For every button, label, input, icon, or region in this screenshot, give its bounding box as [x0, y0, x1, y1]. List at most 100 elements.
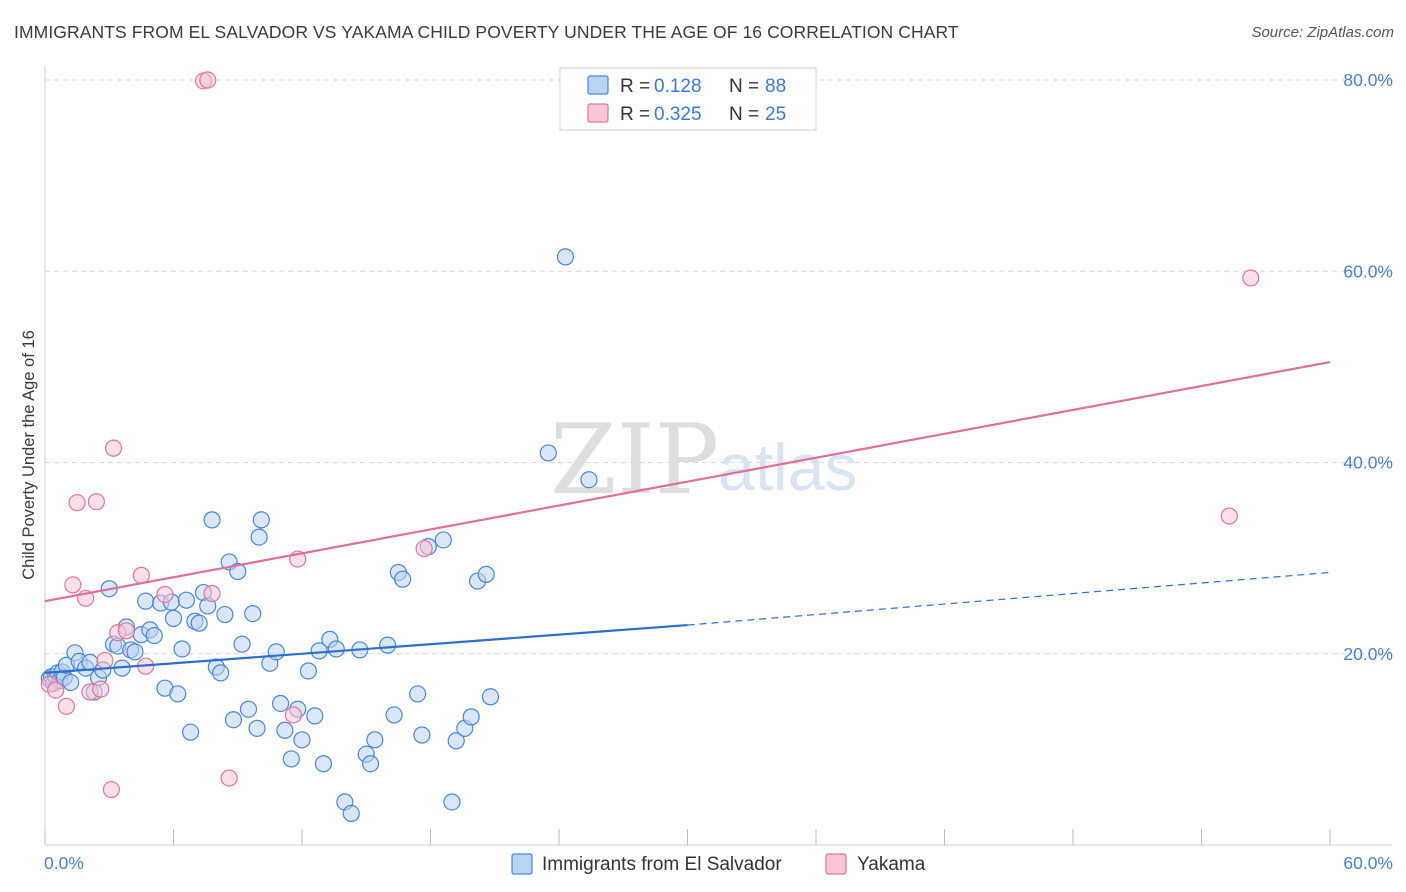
- data-point-yakama: [68, 494, 86, 512]
- gridlines: [45, 79, 1392, 655]
- data-point-yakama: [1242, 269, 1260, 287]
- data-point-el-salvador: [282, 750, 300, 768]
- y-tick-labels: 20.0% 40.0% 60.0% 80.0%: [1343, 70, 1393, 664]
- data-point-el-salvador: [276, 721, 294, 739]
- data-point-yakama: [132, 566, 150, 584]
- data-point-el-salvador: [385, 706, 403, 724]
- data-point-el-salvador: [366, 731, 384, 749]
- data-point-el-salvador: [248, 719, 266, 737]
- data-point-el-salvador: [164, 609, 183, 627]
- data-point-el-salvador: [342, 804, 360, 823]
- data-point-el-salvador: [177, 591, 195, 609]
- watermark-zip: ZIP: [550, 404, 719, 516]
- legend-r-value-1: 0.128: [654, 76, 702, 97]
- legend-box: R = 0.128 N = 88 R = 0.325 N = 25: [559, 67, 817, 131]
- chart-title: IMMIGRANTS FROM EL SALVADOR VS YAKAMA CH…: [14, 22, 959, 42]
- watermark-atlas: atlas: [718, 430, 857, 504]
- series-el-salvador-points: [40, 248, 598, 823]
- data-point-el-salvador: [462, 708, 480, 726]
- y-tick-label: 60.0%: [1343, 261, 1393, 281]
- y-tick-label: 40.0%: [1343, 453, 1393, 473]
- data-point-el-salvador: [267, 643, 285, 661]
- data-point-el-salvador: [481, 688, 500, 706]
- data-point-el-salvador: [361, 755, 380, 773]
- data-point-el-salvador: [169, 685, 187, 703]
- x-tick-label: 0.0%: [44, 853, 84, 873]
- data-point-el-salvador: [539, 444, 557, 462]
- data-point-el-salvador: [182, 723, 200, 741]
- data-point-yakama: [64, 576, 82, 594]
- legend-n-value-2: 25: [765, 104, 786, 125]
- data-point-el-salvador: [252, 511, 270, 529]
- data-point-yakama: [104, 439, 123, 457]
- data-point-el-salvador: [556, 248, 575, 266]
- data-point-el-salvador: [244, 604, 262, 623]
- legend-n-label-2: N =: [729, 104, 759, 125]
- data-point-el-salvador: [409, 685, 427, 703]
- x-tick-label: 60.0%: [1343, 853, 1393, 873]
- data-point-el-salvador: [137, 592, 155, 610]
- data-point-el-salvador: [126, 643, 144, 661]
- data-point-yakama: [199, 71, 217, 89]
- data-point-yakama: [203, 584, 221, 603]
- legend-swatch-blue: [587, 75, 609, 95]
- x-tick-labels: 0.0% 60.0%: [44, 853, 1393, 873]
- bottom-legend-label-yakama: Yakama: [857, 854, 926, 875]
- data-point-el-salvador: [306, 707, 324, 725]
- y-tick-label: 80.0%: [1343, 70, 1393, 90]
- bottom-legend-label-el-salvador: Immigrants from El Salvador: [542, 854, 782, 875]
- data-point-yakama: [1220, 507, 1238, 525]
- trend-lines: [44, 361, 1331, 674]
- trend-line-yakama: [44, 361, 1331, 603]
- legend-r-value-2: 0.325: [654, 104, 702, 125]
- data-point-yakama: [156, 585, 174, 604]
- data-point-el-salvador: [233, 635, 251, 653]
- data-point-el-salvador: [173, 640, 191, 658]
- data-point-el-salvador: [477, 565, 495, 583]
- data-point-el-salvador: [271, 694, 290, 713]
- data-point-yakama: [92, 680, 110, 698]
- y-axis-label: Child Poverty Under the Age of 16: [20, 330, 38, 579]
- legend-r-label-1: R =: [620, 76, 650, 97]
- y-tick-label: 20.0%: [1343, 644, 1393, 664]
- data-point-yakama: [284, 706, 303, 724]
- data-point-el-salvador: [314, 755, 333, 773]
- watermark: ZIP atlas: [550, 404, 857, 516]
- data-point-yakama: [415, 539, 433, 558]
- data-point-el-salvador: [413, 726, 431, 744]
- legend-n-value-1: 88: [765, 76, 786, 97]
- data-point-yakama: [87, 493, 106, 511]
- data-point-el-salvador: [250, 528, 268, 546]
- legend-swatch-pink: [587, 103, 609, 123]
- data-point-el-salvador: [145, 626, 163, 645]
- data-point-el-salvador: [229, 562, 247, 581]
- data-point-yakama: [57, 697, 76, 715]
- data-point-el-salvador: [216, 605, 234, 624]
- trend-line-el-salvador: [44, 623, 688, 674]
- data-point-yakama: [102, 780, 120, 799]
- data-point-el-salvador: [239, 700, 258, 718]
- data-point-el-salvador: [394, 570, 412, 588]
- axes: [44, 66, 1392, 846]
- bottom-legend: Immigrants from El Salvador Yakama: [511, 853, 926, 875]
- data-point-el-salvador: [327, 640, 345, 658]
- data-point-el-salvador: [443, 793, 461, 811]
- data-point-yakama: [47, 681, 65, 699]
- data-point-el-salvador: [212, 664, 230, 682]
- data-point-yakama: [220, 769, 238, 787]
- data-point-yakama: [117, 622, 135, 640]
- series-yakama-points: [40, 71, 1260, 799]
- data-point-el-salvador: [224, 711, 243, 729]
- bottom-legend-swatch-blue: [511, 853, 533, 875]
- data-point-el-salvador: [379, 636, 397, 654]
- data-point-el-salvador: [62, 673, 80, 692]
- data-point-el-salvador: [299, 662, 318, 680]
- data-point-el-salvador: [203, 511, 221, 529]
- data-point-el-salvador: [580, 471, 598, 489]
- legend-n-label-1: N =: [729, 76, 759, 97]
- data-point-el-salvador: [447, 732, 465, 750]
- source-credit: Source: ZipAtlas.com: [1251, 24, 1394, 41]
- trend-line-el-salvador-extension: [687, 571, 1331, 626]
- data-point-yakama: [96, 651, 114, 670]
